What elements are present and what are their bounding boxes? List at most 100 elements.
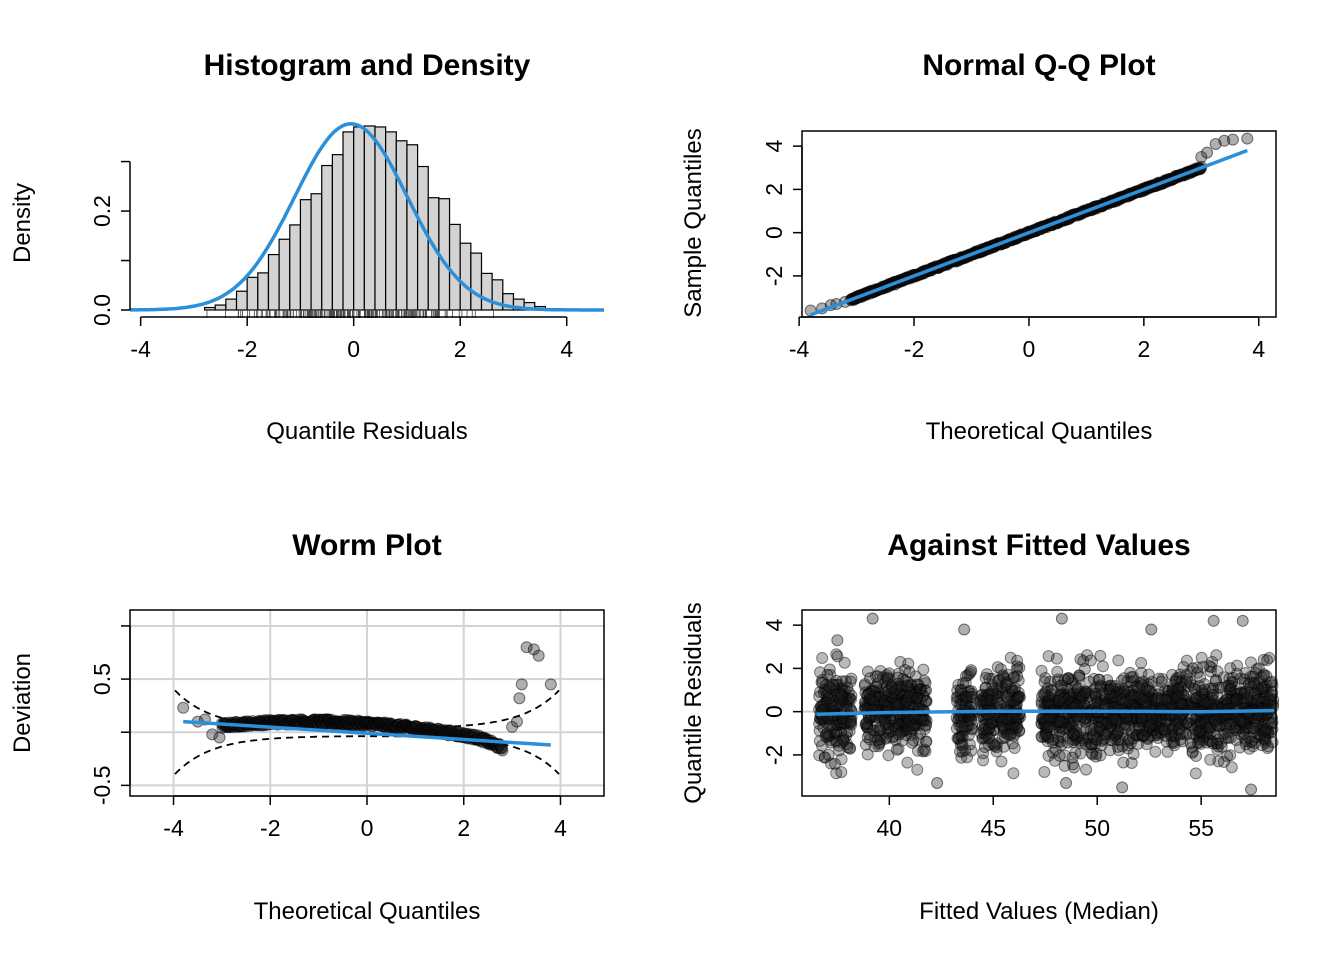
fitted-point xyxy=(1007,767,1020,780)
histogram-bar xyxy=(480,272,493,311)
histogram-ylabel: Density xyxy=(9,183,36,263)
fitted-point xyxy=(965,744,978,757)
histogram-bar xyxy=(267,253,280,311)
fitted-point xyxy=(1226,671,1239,684)
worm-upper-band xyxy=(174,689,560,730)
fitted-point xyxy=(1158,723,1171,736)
fitted-point xyxy=(1001,691,1014,704)
fitted-point xyxy=(1245,783,1258,796)
fitted-point xyxy=(844,715,857,728)
fitted-point xyxy=(1086,748,1099,761)
worm-grid xyxy=(130,610,604,796)
fitted-point xyxy=(991,661,1004,674)
fitted-point xyxy=(1230,734,1243,747)
fitted-points xyxy=(813,612,1280,796)
qq-title: Normal Q-Q Plot xyxy=(922,49,1155,82)
fitted-point xyxy=(1055,612,1068,625)
fitted-point xyxy=(1210,649,1223,662)
histogram-bar xyxy=(459,242,472,311)
fitted-point xyxy=(1262,740,1275,753)
fitted-point xyxy=(1135,712,1148,725)
fitted-point xyxy=(828,679,841,692)
worm-point xyxy=(544,678,557,691)
qq-point xyxy=(1226,133,1239,146)
worm-ylabel: Deviation xyxy=(9,653,36,753)
qq-reference-line xyxy=(810,148,1248,317)
worm-point xyxy=(515,678,528,691)
fitted-point xyxy=(1011,711,1024,724)
fitted-y-tick-label: 0 xyxy=(761,705,787,718)
histogram-y-tick-label: 0.2 xyxy=(89,195,115,227)
fitted-point xyxy=(1220,693,1233,706)
fitted-point xyxy=(1231,659,1244,672)
worm-x-tick-label: 4 xyxy=(554,815,567,841)
fitted-point xyxy=(1189,767,1202,780)
worm-point xyxy=(510,715,523,728)
qq-point xyxy=(1241,132,1254,145)
fitted-x-tick-label: 40 xyxy=(877,815,903,841)
fitted-point xyxy=(960,690,973,703)
fitted-point xyxy=(1073,671,1086,684)
fitted-point xyxy=(1175,697,1188,710)
fitted-point xyxy=(979,671,992,684)
fitted-point xyxy=(996,715,1009,728)
fitted-point xyxy=(1204,753,1217,766)
fitted-point xyxy=(861,748,874,761)
fitted-point xyxy=(955,720,968,733)
histogram-bar xyxy=(310,193,323,311)
histogram-bar xyxy=(342,131,355,311)
fitted-point xyxy=(1209,714,1222,727)
fitted-x-tick-label: 45 xyxy=(980,815,1006,841)
fitted-point xyxy=(822,748,835,761)
histogram-x-tick-label: 2 xyxy=(454,336,467,362)
fitted-point xyxy=(1193,736,1206,749)
histogram-bar xyxy=(406,144,419,311)
fitted-point xyxy=(995,755,1008,768)
fitted-point xyxy=(1207,614,1220,627)
fitted-point xyxy=(1236,614,1249,627)
fitted-point xyxy=(1013,690,1026,703)
worm-x-tick-label: -2 xyxy=(260,815,280,841)
fitted-point xyxy=(1067,727,1080,740)
qq-point xyxy=(1218,134,1231,147)
fitted-point xyxy=(915,712,928,725)
fitted-point xyxy=(911,691,924,704)
fitted-y-tick-label: -2 xyxy=(761,745,787,765)
qq-panel: Normal Q-Q Plot Theoretical Quantiles Sa… xyxy=(680,49,1277,445)
fitted-point xyxy=(903,666,916,679)
fitted-point xyxy=(931,777,944,790)
fitted-point xyxy=(1035,664,1048,677)
fitted-point xyxy=(816,652,829,665)
qq-point xyxy=(1201,146,1214,159)
fitted-point xyxy=(863,687,876,700)
worm-point xyxy=(177,701,190,714)
qq-y-tick-label: 4 xyxy=(761,140,787,153)
fitted-point xyxy=(1257,668,1270,681)
fitted-point xyxy=(831,650,844,663)
qq-y-tick-label: -2 xyxy=(761,266,787,286)
fitted-point xyxy=(1263,651,1276,664)
fitted-y-tick-label: 2 xyxy=(761,662,787,675)
histogram-bar xyxy=(353,126,365,311)
fitted-point xyxy=(906,736,919,749)
fitted-point xyxy=(920,684,933,697)
qq-x-tick-label: -4 xyxy=(789,336,810,362)
fitted-point xyxy=(890,743,903,756)
fitted-point xyxy=(1155,675,1168,688)
worm-y-tick-label: 0.5 xyxy=(89,663,115,695)
worm-marks: -4 -2 0 2 4 -0.5 0.5 xyxy=(89,610,604,841)
fitted-point xyxy=(822,692,835,705)
qq-xlabel: Theoretical Quantiles xyxy=(926,418,1153,445)
fitted-point xyxy=(871,734,884,747)
fitted-point xyxy=(859,717,872,730)
fitted-point xyxy=(1038,688,1051,701)
fitted-point xyxy=(833,739,846,752)
fitted-point xyxy=(975,689,988,702)
histogram-bar xyxy=(235,290,248,311)
worm-x-tick-label: -4 xyxy=(163,815,184,841)
fitted-point xyxy=(1247,722,1260,735)
fitted-point xyxy=(1197,660,1210,673)
worm-point xyxy=(496,744,509,757)
fitted-point xyxy=(866,612,879,625)
